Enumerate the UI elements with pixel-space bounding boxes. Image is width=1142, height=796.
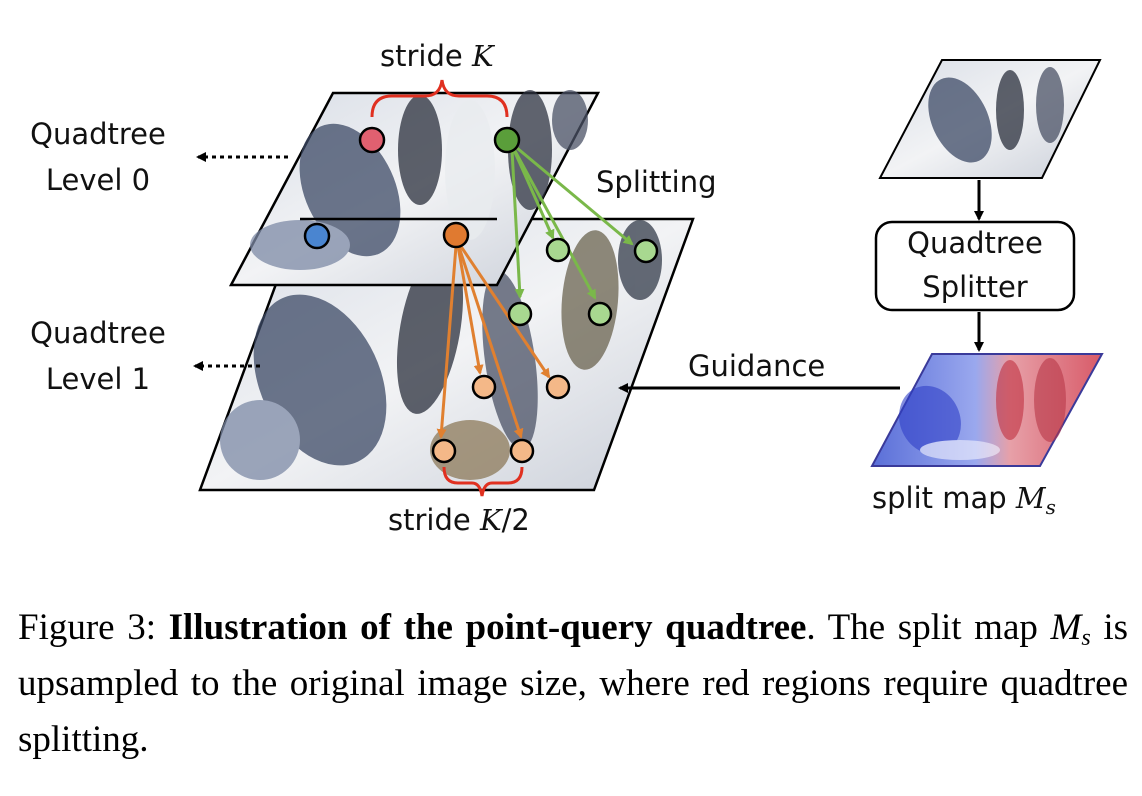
splitting-arrows-green bbox=[510, 146, 634, 300]
quadtree-splitter-box bbox=[874, 220, 1076, 312]
splitter-label-line2: Splitter bbox=[922, 270, 1028, 304]
stride-k2-label: stride K/2 bbox=[388, 503, 530, 537]
split-map-thumbnail bbox=[870, 353, 1104, 467]
point-light-green bbox=[633, 238, 659, 264]
point-light-orange bbox=[509, 438, 535, 464]
point-orange bbox=[442, 221, 470, 249]
figure-caption: Figure 3: Illustration of the point-quer… bbox=[18, 600, 1128, 768]
split-map-label: split map Ms bbox=[872, 481, 1056, 519]
level1-label-line2: Level 1 bbox=[46, 362, 150, 396]
quadtree-diagram: stride K stride K/2 Quadtree Level 0 Qua… bbox=[30, 39, 1104, 537]
caption-rest: is upsampled to the original image size,… bbox=[18, 607, 1128, 760]
level1-label-line1: Quadtree bbox=[30, 316, 166, 350]
input-image-thumbnail bbox=[878, 59, 1102, 179]
splitter-label-line1: Quadtree bbox=[907, 226, 1043, 260]
point-light-green bbox=[587, 301, 613, 327]
caption-prefix: Figure 3: bbox=[18, 607, 169, 648]
point-light-green bbox=[545, 237, 571, 263]
splitting-arrows-orange bbox=[436, 244, 551, 439]
caption-after-bold: . The split map bbox=[806, 607, 1051, 648]
splitting-label: Splitting bbox=[596, 165, 717, 199]
query-points bbox=[303, 126, 659, 464]
point-light-orange bbox=[431, 438, 457, 464]
point-green bbox=[493, 126, 521, 154]
point-light-orange bbox=[471, 374, 497, 400]
stride-k-label: stride K bbox=[380, 39, 496, 73]
caption-var: M bbox=[1050, 607, 1082, 648]
stride-k-brace bbox=[370, 79, 509, 118]
point-red bbox=[358, 126, 386, 154]
stride-k2-brace bbox=[442, 466, 524, 497]
caption-bold: Illustration of the point-query quadtree bbox=[168, 607, 807, 648]
level0-label-line2: Level 0 bbox=[46, 163, 150, 197]
caption-sub: s bbox=[1081, 625, 1091, 651]
level0-label-line1: Quadtree bbox=[30, 117, 166, 151]
point-blue bbox=[303, 222, 331, 250]
point-light-orange bbox=[545, 374, 571, 400]
guidance-label: Guidance bbox=[688, 349, 825, 383]
point-light-green bbox=[507, 301, 533, 327]
